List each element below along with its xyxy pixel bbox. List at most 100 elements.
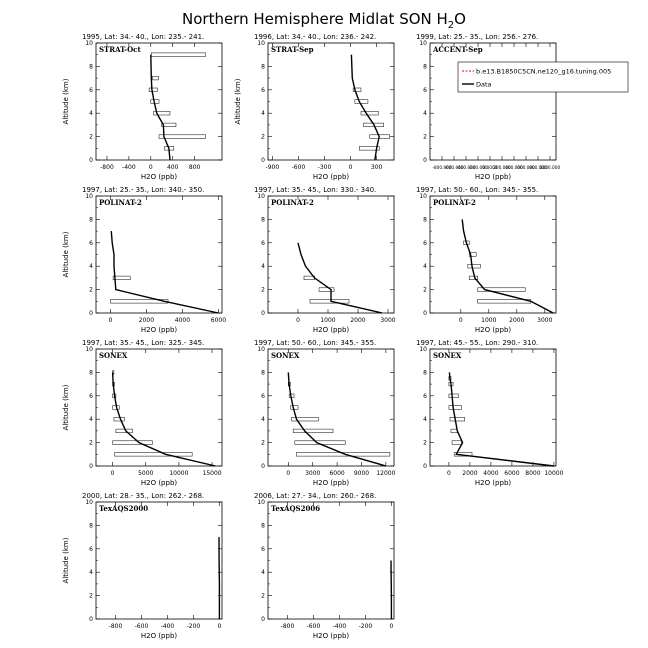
panel-title: 1997, Lat: 50.- 60., Lon: 345.- 355. bbox=[416, 186, 538, 194]
plot-frame bbox=[267, 42, 395, 161]
panel-title: 2006, Lat: 27.- 34., Lon: 260.- 268. bbox=[254, 492, 376, 500]
y-tick-label: 10 bbox=[419, 40, 427, 47]
panel-title: 2000, Lat: 28.- 35., Lon: 262.- 268. bbox=[82, 492, 204, 500]
y-tick-label: 0 bbox=[89, 463, 93, 470]
x-tick-label: 12000 bbox=[376, 470, 395, 477]
panel-title: 1996, Lat: 34.- 40., Lon: 236.- 242. bbox=[254, 33, 376, 41]
y-tick-label: 0 bbox=[423, 463, 427, 470]
x-tick-label: -800 bbox=[100, 164, 114, 171]
data-range-box bbox=[477, 299, 532, 304]
y-tick-label: 2 bbox=[423, 134, 427, 141]
plot-frame bbox=[267, 501, 395, 620]
y-tick-label: 6 bbox=[261, 240, 265, 247]
panel-title: 1997, Lat: 50.- 60., Lon: 345.- 355. bbox=[254, 339, 376, 347]
panel-6: 1997, Lat: 50.- 60., Lon: 345.- 355. POLI… bbox=[416, 186, 557, 334]
y-tick-label: 2 bbox=[89, 593, 93, 600]
y-tick-label: 0 bbox=[261, 463, 265, 470]
x-tick-label: 1000 bbox=[320, 317, 335, 324]
campaign-label: TexAQS2006 bbox=[271, 504, 320, 513]
y-tick-label: 2 bbox=[423, 287, 427, 294]
x-tick-label: -300 bbox=[318, 164, 332, 171]
y-tick-label: 8 bbox=[423, 216, 427, 223]
x-tick-label: 0 bbox=[389, 623, 393, 630]
legend-label: b.e13.B1850C5CN.ne120_g16.tuning.005 bbox=[476, 67, 611, 75]
x-tick-label: 0 bbox=[296, 317, 300, 324]
x-tick-label: 200.000 bbox=[493, 165, 511, 171]
y-tick-label: 6 bbox=[89, 546, 93, 553]
plot-frame bbox=[95, 195, 223, 314]
y-tick-label: 4 bbox=[423, 416, 427, 423]
data-range-box bbox=[115, 428, 133, 433]
y-axis-label: Altitude (km) bbox=[62, 78, 70, 124]
y-tick-label: 6 bbox=[423, 87, 427, 94]
y-tick-label: 8 bbox=[261, 522, 265, 529]
x-tick-label: 0 bbox=[149, 164, 153, 171]
y-tick-label: 8 bbox=[89, 216, 93, 223]
x-tick-label: 1000.000 bbox=[540, 165, 561, 171]
campaign-label: POLINAT-2 bbox=[433, 198, 476, 207]
data-range-box bbox=[296, 452, 391, 457]
x-tick-label: 10000 bbox=[544, 470, 563, 477]
x-tick-label: 800.000 bbox=[529, 165, 547, 171]
y-tick-label: 2 bbox=[261, 593, 265, 600]
x-tick-label: -800.000 bbox=[432, 165, 452, 171]
data-range-box bbox=[468, 252, 477, 257]
data-range-box bbox=[453, 452, 473, 457]
data-range-box bbox=[449, 417, 465, 422]
y-tick-label: 10 bbox=[257, 346, 265, 353]
panel-5: 1997, Lat: 35.- 45., Lon: 330.- 340. POLI… bbox=[254, 186, 396, 334]
x-tick-label: 3000 bbox=[380, 317, 395, 324]
x-tick-label: 0 bbox=[217, 623, 221, 630]
panel-8: 1997, Lat: 50.- 60., Lon: 345.- 355. SONE… bbox=[254, 339, 396, 487]
y-tick-label: 10 bbox=[257, 193, 265, 200]
y-axis-label: Altitude (km) bbox=[62, 231, 70, 277]
campaign-label: STRAT-Oct bbox=[99, 45, 141, 54]
plot-frame bbox=[429, 195, 557, 314]
data-range-box bbox=[151, 52, 206, 57]
data-range-box bbox=[468, 275, 478, 280]
plot-frame bbox=[267, 195, 395, 314]
data-range-box bbox=[369, 134, 390, 139]
data-range-box bbox=[112, 275, 131, 280]
x-tick-label: 0 bbox=[286, 470, 290, 477]
y-tick-label: 4 bbox=[89, 569, 93, 576]
data-line bbox=[297, 242, 383, 314]
y-tick-label: 0 bbox=[261, 310, 265, 317]
x-tick-label: 6000 bbox=[211, 317, 226, 324]
data-line bbox=[111, 372, 216, 467]
y-tick-label: 0 bbox=[423, 310, 427, 317]
data-range-box bbox=[477, 287, 526, 292]
x-tick-label: 800 bbox=[189, 164, 201, 171]
y-tick-label: 6 bbox=[423, 240, 427, 247]
legend: b.e13.B1850C5CN.ne120_g16.tuning.005 Data bbox=[457, 61, 629, 93]
legend-label: Data bbox=[476, 80, 492, 88]
y-tick-label: 8 bbox=[261, 369, 265, 376]
x-tick-label: 1000 bbox=[481, 317, 496, 324]
y-tick-label: 6 bbox=[261, 87, 265, 94]
x-axis-label: H2O (ppb) bbox=[313, 173, 350, 181]
x-tick-label: 15000 bbox=[203, 470, 222, 477]
y-tick-label: 10 bbox=[85, 499, 93, 506]
y-tick-label: 2 bbox=[89, 134, 93, 141]
y-tick-label: 6 bbox=[423, 393, 427, 400]
y-tick-label: 0 bbox=[89, 310, 93, 317]
data-range-box bbox=[113, 417, 125, 422]
y-tick-label: 0 bbox=[261, 616, 265, 623]
data-range-box bbox=[153, 111, 171, 116]
x-tick-label: -400 bbox=[122, 164, 136, 171]
x-tick-label: -800 bbox=[281, 623, 295, 630]
y-tick-label: 8 bbox=[89, 522, 93, 529]
x-tick-label: -400.000 bbox=[456, 165, 476, 171]
x-axis-label: H2O (ppb) bbox=[141, 632, 178, 640]
x-tick-label: 4000 bbox=[175, 317, 190, 324]
x-tick-label: 9000 bbox=[354, 470, 369, 477]
campaign-label: ACCENT-Sep bbox=[432, 45, 483, 54]
panel-4: 1997, Lat: 25.- 35., Lon: 340.- 350. POLI… bbox=[62, 186, 226, 334]
y-tick-label: 0 bbox=[89, 616, 93, 623]
panel-title: 1997, Lat: 45.- 55., Lon: 290.- 310. bbox=[416, 339, 538, 347]
data-range-box bbox=[114, 452, 193, 457]
y-tick-label: 4 bbox=[423, 110, 427, 117]
panel-11: 2006, Lat: 27.- 34., Lon: 260.- 268. TexA… bbox=[254, 492, 395, 640]
y-tick-label: 4 bbox=[261, 569, 265, 576]
